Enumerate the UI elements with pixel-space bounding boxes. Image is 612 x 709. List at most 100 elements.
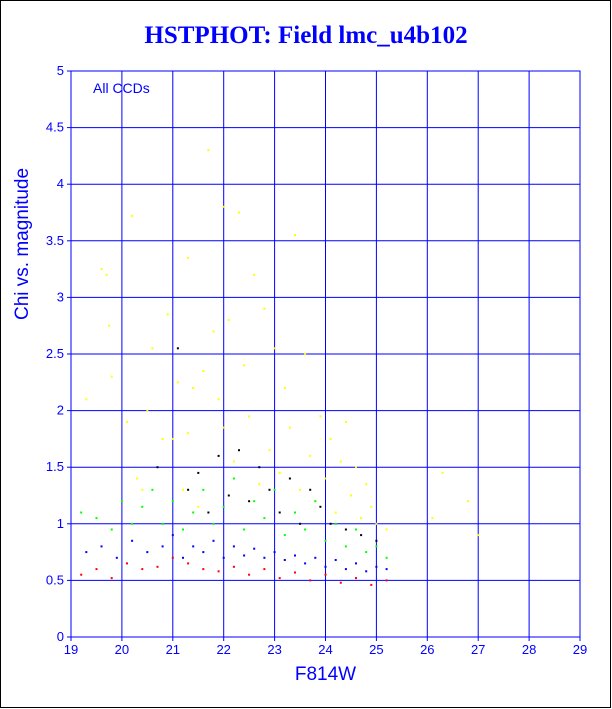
data-point bbox=[253, 273, 256, 276]
data-point bbox=[441, 471, 444, 474]
data-point bbox=[110, 577, 113, 580]
data-point bbox=[304, 353, 307, 355]
data-point bbox=[319, 505, 322, 508]
data-point bbox=[232, 565, 235, 568]
data-point bbox=[217, 570, 220, 573]
data-point bbox=[278, 471, 281, 474]
data-point bbox=[182, 556, 184, 559]
data-point bbox=[187, 256, 190, 259]
data-point bbox=[171, 534, 174, 537]
x-tick-label: 20 bbox=[115, 642, 129, 657]
y-tick-label: 1.5 bbox=[46, 459, 64, 474]
x-tick-label: 22 bbox=[216, 642, 230, 657]
data-point bbox=[314, 556, 317, 559]
data-point bbox=[268, 488, 271, 491]
data-point bbox=[309, 579, 312, 582]
data-point bbox=[304, 562, 307, 565]
y-tick-label: 4 bbox=[57, 176, 64, 191]
data-point bbox=[248, 415, 251, 418]
data-point bbox=[108, 324, 111, 327]
x-tick-label: 25 bbox=[369, 642, 383, 657]
data-point bbox=[263, 307, 266, 310]
data-point bbox=[355, 577, 357, 580]
data-point bbox=[385, 568, 388, 571]
data-point bbox=[100, 268, 103, 271]
data-point bbox=[110, 375, 113, 378]
data-point bbox=[232, 477, 235, 480]
data-point bbox=[339, 460, 342, 463]
data-point bbox=[263, 556, 266, 559]
data-point bbox=[202, 488, 205, 491]
x-tick-label: 26 bbox=[420, 642, 434, 657]
y-tick-label: 4.5 bbox=[46, 120, 64, 135]
y-tick-label: 3 bbox=[57, 289, 64, 304]
data-point bbox=[253, 500, 256, 503]
data-point bbox=[156, 466, 159, 469]
data-point bbox=[283, 387, 286, 389]
data-point bbox=[268, 449, 271, 452]
data-point bbox=[222, 205, 225, 208]
data-point bbox=[197, 505, 200, 508]
data-point bbox=[248, 573, 251, 576]
data-point bbox=[273, 551, 276, 554]
data-point bbox=[365, 551, 368, 554]
data-point bbox=[355, 528, 357, 531]
data-point bbox=[283, 534, 286, 537]
data-point bbox=[385, 528, 388, 531]
data-point bbox=[171, 437, 174, 440]
data-point bbox=[115, 556, 118, 559]
data-point bbox=[385, 579, 388, 582]
data-point bbox=[171, 500, 174, 503]
y-tick-label: 2.5 bbox=[46, 346, 64, 361]
data-point bbox=[294, 554, 296, 557]
data-point bbox=[131, 522, 134, 525]
y-tick-label: 2 bbox=[57, 403, 64, 418]
data-point bbox=[227, 494, 230, 497]
data-point bbox=[192, 387, 195, 389]
data-point bbox=[207, 511, 210, 514]
data-point bbox=[217, 454, 220, 457]
data-point bbox=[161, 545, 164, 548]
data-point bbox=[192, 545, 195, 548]
data-point bbox=[156, 565, 159, 568]
data-point bbox=[283, 559, 286, 561]
data-point bbox=[243, 364, 246, 367]
data-point bbox=[80, 511, 83, 514]
annotation-label: All CCDs bbox=[93, 80, 150, 96]
data-point bbox=[263, 568, 266, 571]
data-point bbox=[334, 511, 337, 514]
data-point bbox=[263, 517, 266, 520]
data-point bbox=[243, 528, 246, 531]
data-point bbox=[166, 313, 169, 316]
x-tick-label: 27 bbox=[471, 642, 485, 657]
data-point bbox=[370, 583, 373, 586]
data-point bbox=[141, 488, 144, 491]
y-tick-label: 5 bbox=[57, 63, 64, 78]
data-point bbox=[299, 488, 302, 491]
data-point bbox=[309, 488, 312, 491]
data-point bbox=[344, 420, 347, 423]
data-point bbox=[95, 517, 98, 520]
data-point bbox=[467, 500, 469, 503]
x-tick-label: 29 bbox=[573, 642, 587, 657]
data-point bbox=[227, 319, 230, 321]
data-point bbox=[120, 500, 123, 503]
data-point bbox=[136, 477, 139, 480]
y-tick-label: 1 bbox=[57, 516, 64, 531]
data-point bbox=[385, 556, 388, 559]
data-point bbox=[375, 545, 378, 548]
x-tick-label: 24 bbox=[318, 642, 332, 657]
data-point bbox=[238, 211, 240, 214]
data-point bbox=[192, 511, 195, 514]
data-point bbox=[243, 554, 246, 557]
y-tick-label: 0 bbox=[57, 629, 64, 644]
data-point bbox=[375, 522, 378, 525]
data-point bbox=[126, 420, 128, 423]
x-tick-label: 28 bbox=[522, 642, 536, 657]
data-point bbox=[182, 528, 184, 531]
data-point bbox=[370, 505, 373, 508]
data-point bbox=[151, 347, 154, 350]
data-point bbox=[248, 500, 251, 503]
data-point bbox=[324, 565, 327, 568]
